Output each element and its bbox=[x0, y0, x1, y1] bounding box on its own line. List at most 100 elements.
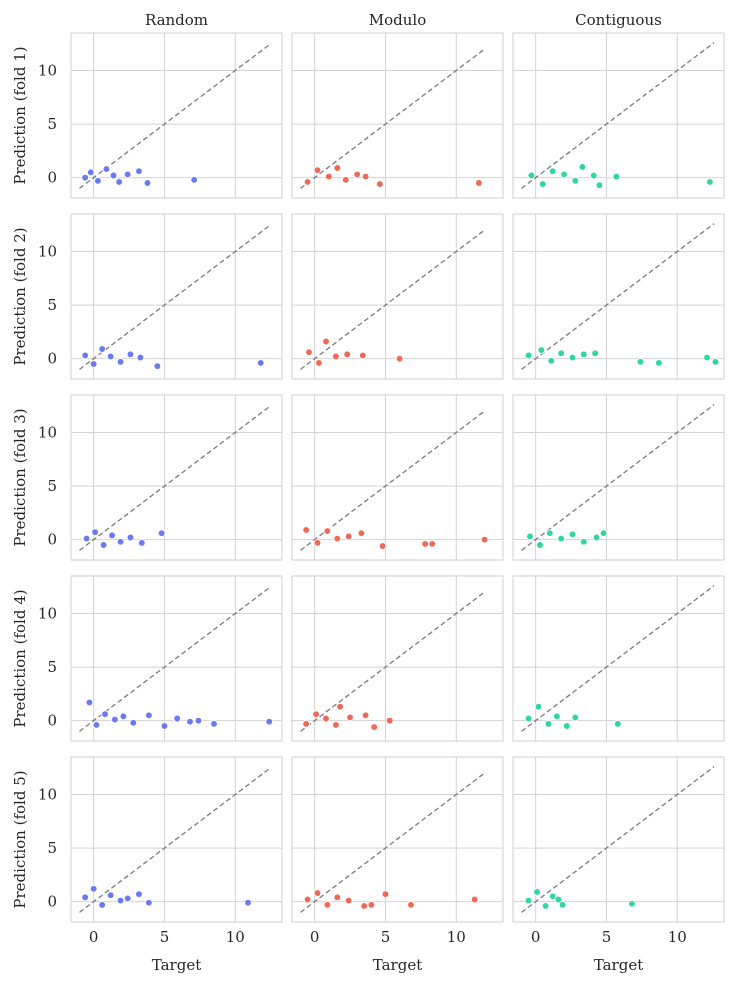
scatter-point bbox=[81, 173, 90, 182]
scatter-point bbox=[322, 337, 330, 346]
scatter-point bbox=[554, 895, 563, 904]
scatter-point bbox=[560, 170, 568, 179]
scatter-point bbox=[480, 535, 489, 544]
panel-r5-c3 bbox=[512, 756, 725, 923]
panel-r2-c2 bbox=[291, 213, 504, 380]
y-tick-label: 10 bbox=[38, 424, 57, 442]
scatter-points bbox=[524, 702, 622, 730]
scatter-point bbox=[548, 892, 557, 901]
scatter-point bbox=[544, 720, 553, 728]
scatter-points bbox=[302, 702, 394, 731]
scatter-point bbox=[553, 712, 561, 721]
scatter-point bbox=[385, 716, 394, 725]
x-tick-label: 10 bbox=[447, 928, 466, 946]
scatter-point bbox=[94, 177, 102, 185]
y-tick-label: 0 bbox=[47, 350, 57, 368]
panel-frame bbox=[291, 213, 504, 380]
identity-reference-line bbox=[300, 410, 485, 551]
x-tick-label: 10 bbox=[668, 928, 687, 946]
scatter-point bbox=[145, 898, 153, 907]
scatter-point bbox=[557, 534, 565, 543]
scatter-point bbox=[92, 721, 101, 729]
scatter-point bbox=[332, 352, 340, 361]
panel-r2-c3 bbox=[512, 213, 725, 380]
scatter-point bbox=[244, 898, 252, 907]
scatter-point bbox=[160, 722, 169, 730]
scatter-point bbox=[106, 891, 115, 900]
scatter-point bbox=[91, 528, 99, 536]
scatter-point bbox=[358, 351, 367, 360]
identity-reference-line bbox=[79, 225, 270, 370]
scatter-point bbox=[123, 170, 132, 179]
scatter-point bbox=[173, 714, 182, 723]
scatter-point bbox=[98, 345, 107, 353]
identity-reference-line bbox=[521, 223, 715, 370]
scatter-point bbox=[99, 541, 108, 549]
scatter-point bbox=[562, 722, 571, 730]
identity-reference-line bbox=[300, 772, 485, 913]
scatter-point bbox=[312, 710, 320, 719]
x-axis-label: Target bbox=[373, 956, 422, 974]
scatter-point bbox=[324, 172, 333, 181]
y-tick-label: 10 bbox=[38, 62, 57, 80]
scatter-point bbox=[395, 354, 404, 363]
scatter-point bbox=[126, 350, 135, 359]
scatter-point bbox=[557, 349, 565, 358]
scatter-point bbox=[536, 541, 544, 549]
identity-reference-line bbox=[79, 406, 270, 551]
x-tick-label: 5 bbox=[381, 928, 391, 946]
scatter-points bbox=[526, 529, 608, 549]
scatter-point bbox=[108, 531, 116, 540]
panel-r3-c3 bbox=[512, 394, 725, 561]
scatter-point bbox=[526, 532, 534, 541]
panel-r4-c1 bbox=[70, 575, 283, 742]
scatter-point bbox=[475, 179, 483, 187]
scatter-point bbox=[524, 896, 533, 905]
scatter-point bbox=[333, 164, 342, 172]
scatter-point bbox=[470, 895, 479, 904]
scatter-point bbox=[336, 702, 344, 711]
scatter-point bbox=[428, 540, 437, 548]
panel-frame bbox=[512, 394, 725, 561]
y-tick-label: 5 bbox=[47, 477, 57, 495]
scatter-point bbox=[592, 533, 601, 542]
scatter-point bbox=[628, 899, 636, 908]
panel-frame bbox=[512, 213, 725, 380]
scatter-point bbox=[81, 893, 90, 902]
scatter-point bbox=[341, 175, 350, 184]
scatter-point bbox=[361, 711, 370, 720]
scatter-point bbox=[89, 884, 98, 893]
identity-reference-line bbox=[300, 229, 485, 370]
scatter-point bbox=[119, 712, 128, 721]
scatter-point bbox=[578, 163, 587, 171]
panel-r1-c2 bbox=[291, 32, 504, 199]
panel-r4-c2 bbox=[291, 575, 504, 742]
scatter-point bbox=[106, 352, 115, 361]
labels-layer: 0 5 10 0 5 10 0 5 10 0 5 10 0 5 10 0 5 10 0 5 10 0 5 10 Random Mo… bbox=[11, 11, 687, 974]
y-tick-label: 5 bbox=[47, 839, 57, 857]
scatter-point bbox=[116, 896, 125, 905]
scatter-point bbox=[370, 723, 378, 731]
x-axis-label: Target bbox=[152, 956, 201, 974]
scatter-point bbox=[360, 902, 369, 910]
scatter-points bbox=[81, 165, 199, 187]
scatter-point bbox=[82, 534, 91, 543]
scatter-point bbox=[115, 178, 123, 186]
x-tick-label: 5 bbox=[602, 928, 612, 946]
y-tick-label: 0 bbox=[47, 531, 57, 549]
scatter-point bbox=[407, 901, 415, 909]
scatter-point bbox=[367, 901, 376, 909]
panel-frame bbox=[70, 575, 283, 742]
scatter-point bbox=[545, 529, 554, 538]
scatter-point bbox=[703, 353, 711, 362]
panel-r5-c1 bbox=[70, 756, 283, 923]
scatter-point bbox=[541, 902, 550, 910]
panel-frame bbox=[70, 213, 283, 380]
scatter-point bbox=[361, 172, 370, 181]
scatter-point bbox=[571, 177, 580, 185]
scatter-point bbox=[579, 537, 588, 546]
identity-reference-line bbox=[300, 48, 485, 189]
x-tick-label: 0 bbox=[89, 928, 99, 946]
panel-r4-c3 bbox=[512, 575, 725, 742]
panel-frame bbox=[291, 32, 504, 199]
